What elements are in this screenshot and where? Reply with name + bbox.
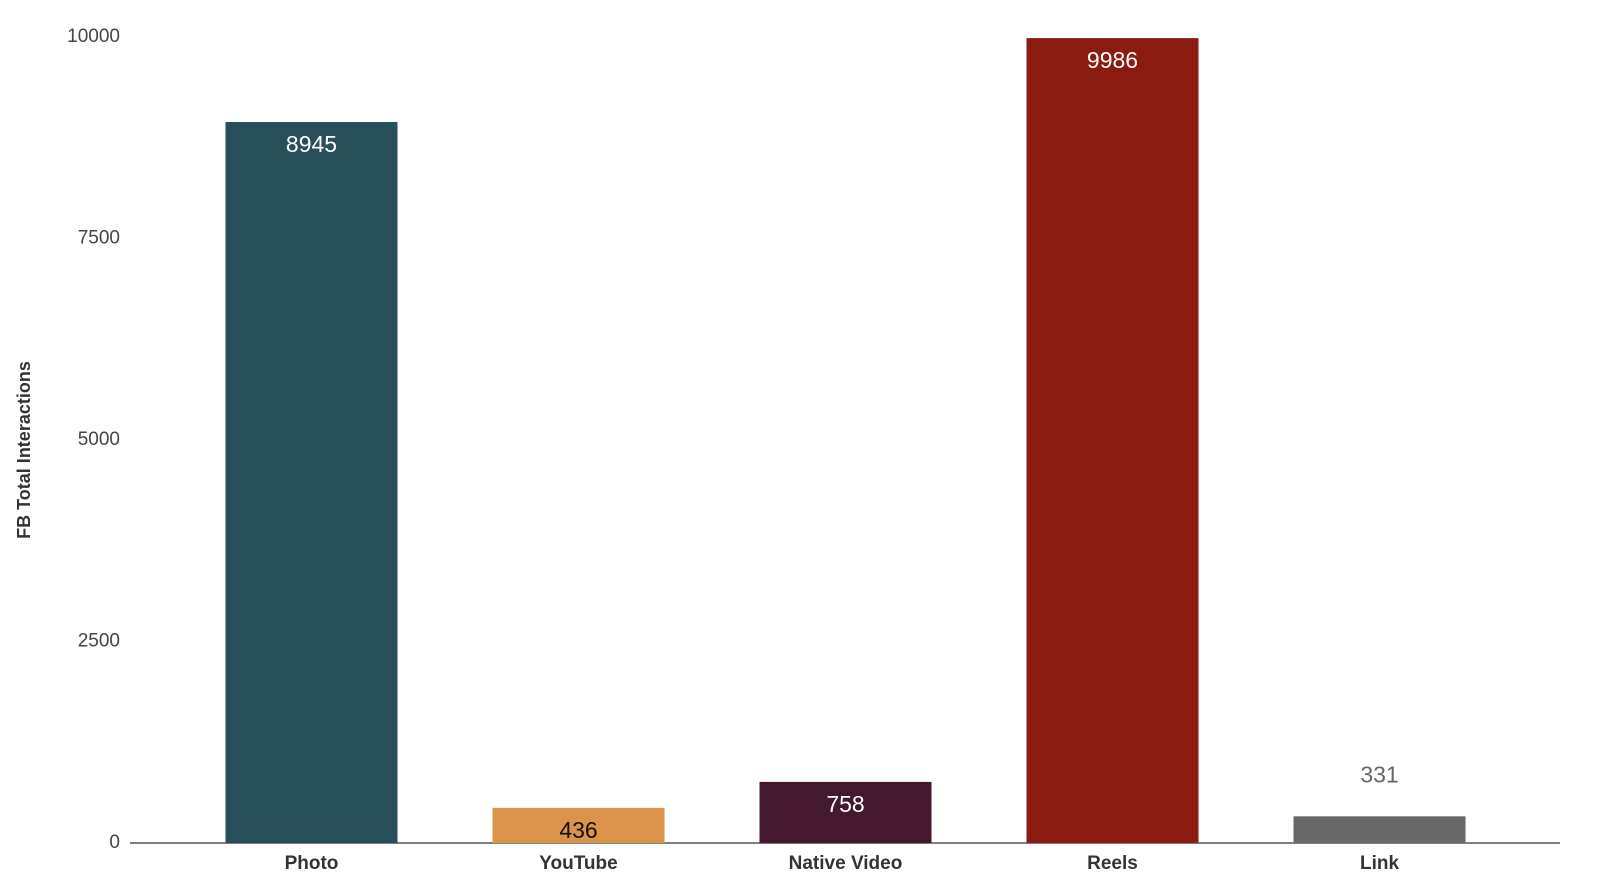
x-tick-label: YouTube [539,853,617,874]
y-tick-label: 7500 [78,228,120,249]
bar [1293,816,1466,843]
x-tick-label: Reels [1087,853,1138,874]
x-tick-label: Link [1360,853,1399,874]
bar [225,122,398,843]
y-tick-label: 2500 [78,631,120,652]
value-label: 8945 [286,131,337,157]
x-tick-label: Native Video [789,853,903,874]
value-label: 436 [559,817,597,843]
value-label: 758 [826,791,864,817]
bar [492,807,665,843]
bar [759,781,932,843]
y-axis-label: FB Total Interactions [14,361,34,539]
value-label: 331 [1360,761,1398,787]
y-tick-label: 0 [109,832,120,853]
bar [1026,38,1199,843]
x-tick-label: Photo [285,853,339,874]
y-tick-label: 5000 [78,429,120,450]
y-tick-label: 10000 [67,26,120,47]
value-label: 9986 [1087,47,1138,73]
